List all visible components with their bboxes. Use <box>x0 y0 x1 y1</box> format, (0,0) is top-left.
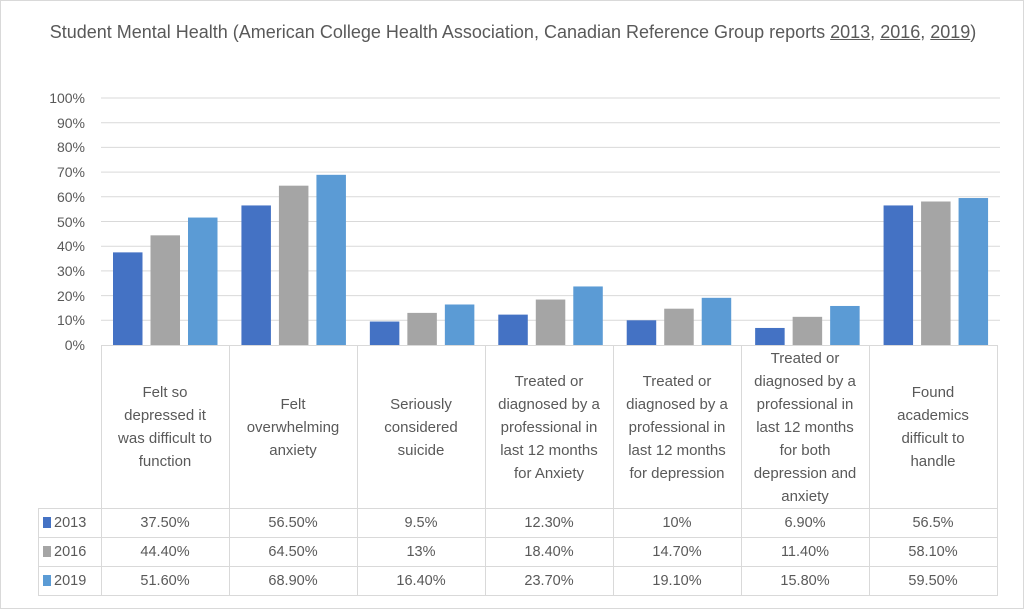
title-suffix: ) <box>970 22 977 42</box>
bar-2019 <box>830 305 860 345</box>
category-label: Found academics difficult to handle <box>868 345 998 509</box>
legend-label: 2019 <box>54 573 87 589</box>
data-label: 51.60% <box>100 566 230 596</box>
bar-2013 <box>626 320 657 345</box>
category-label: Treated or diagnosed by a professional i… <box>612 345 742 509</box>
bar-2013 <box>113 252 143 345</box>
data-label: 14.70% <box>612 537 742 567</box>
y-tick-label: 20% <box>56 287 85 304</box>
chart-title: Student Mental Health (American College … <box>49 22 977 42</box>
bar-2016 <box>664 308 694 345</box>
bar-2013 <box>369 321 400 345</box>
legend-entry: 2016 <box>38 537 102 567</box>
data-label: 6.90% <box>740 508 870 538</box>
data-label: 11.40% <box>740 537 870 567</box>
bar-2016 <box>921 201 951 345</box>
data-label: 37.50% <box>100 508 230 538</box>
y-tick-label: 80% <box>56 139 85 156</box>
data-label: 64.50% <box>228 537 358 567</box>
data-table: Felt so depressed it was difficult to fu… <box>38 345 998 596</box>
bar-2016 <box>792 316 823 345</box>
legend-swatch <box>43 546 51 557</box>
category-label: Seriously considered suicide <box>356 345 486 509</box>
legend-label: 2013 <box>54 515 87 531</box>
y-tick-label: 100% <box>49 90 85 106</box>
data-label: 58.10% <box>868 537 998 567</box>
data-label: 16.40% <box>356 566 486 596</box>
legend-entry: 2013 <box>38 508 102 538</box>
bar-2019 <box>958 198 989 345</box>
table-row: 2016 44.40% 64.50% 13% 18.40% 14.70% 11.40% 58.… <box>38 537 998 567</box>
link-2019-report[interactable]: 2019 <box>930 22 971 42</box>
legend-swatch <box>43 517 51 528</box>
data-label: 15.80% <box>740 566 870 596</box>
data-label: 44.40% <box>100 537 230 567</box>
data-label: 12.30% <box>484 508 614 538</box>
data-label: 56.5% <box>868 508 998 538</box>
bar-2016 <box>535 299 566 345</box>
bar-2013 <box>883 205 914 345</box>
category-label: Felt overwhelming anxiety <box>228 345 358 509</box>
legend-entry: 2019 <box>38 566 102 596</box>
category-label: Treated or diagnosed by a professional i… <box>740 345 870 509</box>
bar-2019 <box>316 174 346 345</box>
y-tick-label: 60% <box>56 188 85 205</box>
category-label: Felt so depressed it was difficult to fu… <box>100 345 230 509</box>
data-label: 19.10% <box>612 566 742 596</box>
category-label: Treated or diagnosed by a professional i… <box>484 345 614 509</box>
y-tick-label: 40% <box>56 238 85 255</box>
data-label: 9.5% <box>356 508 486 538</box>
data-label: 59.50% <box>868 566 998 596</box>
bar-2019 <box>573 286 603 345</box>
y-tick-label: 30% <box>56 262 85 279</box>
bar-2019 <box>701 297 732 345</box>
y-tick-label: 10% <box>56 312 85 329</box>
table-row: 2019 51.60% 68.90% 16.40% 23.70% 19.10% 15.80%… <box>38 566 998 596</box>
data-label: 23.70% <box>484 566 614 596</box>
data-label: 18.40% <box>484 537 614 567</box>
title-text: Student Mental Health (American College … <box>49 22 831 42</box>
table-row: 2013 37.50% 56.50% 9.5% 12.30% 10% 6.90% 56.5% <box>38 508 998 538</box>
data-label: 68.90% <box>228 566 358 596</box>
bar-2016 <box>278 185 309 345</box>
bar-2019 <box>444 304 475 345</box>
bar-2013 <box>241 205 271 345</box>
link-2016-report[interactable]: 2016 <box>880 22 921 42</box>
legend-swatch <box>43 575 51 586</box>
y-tick-label: 50% <box>56 213 85 230</box>
bar-2016 <box>150 235 180 345</box>
link-2013-report[interactable]: 2013 <box>830 22 871 42</box>
y-tick-label: 70% <box>56 164 85 181</box>
category-row: Felt so depressed it was difficult to fu… <box>38 345 998 509</box>
bar-2013 <box>498 314 528 345</box>
data-label: 10% <box>612 508 742 538</box>
y-tick-label: 90% <box>56 114 85 131</box>
data-label: 56.50% <box>228 508 358 538</box>
bar-2013 <box>755 327 785 345</box>
legend-label: 2016 <box>54 544 87 560</box>
blank-cell <box>38 345 102 509</box>
bar-2019 <box>188 217 218 345</box>
data-label: 13% <box>356 537 486 567</box>
bar-2016 <box>407 312 437 345</box>
